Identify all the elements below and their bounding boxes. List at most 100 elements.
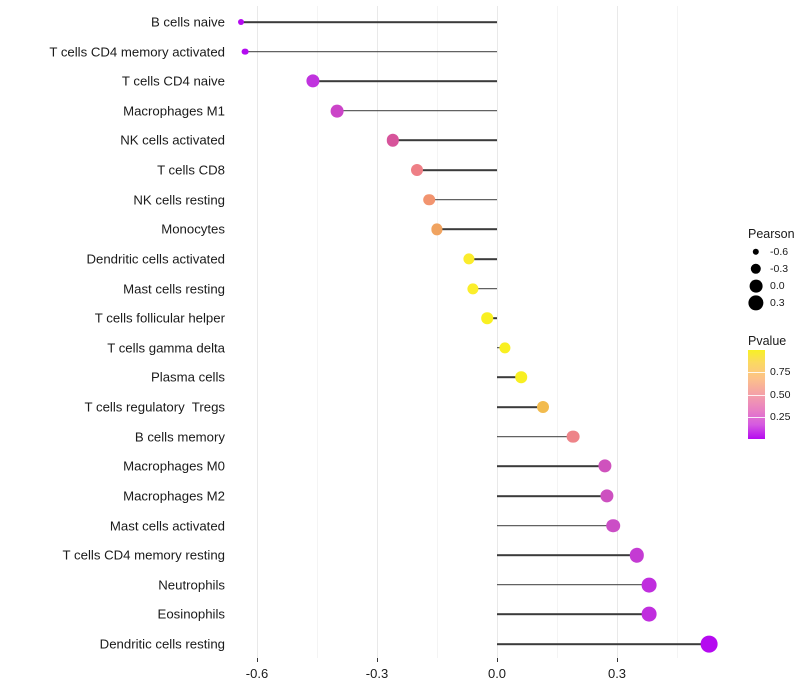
size-legend-entry: -0.6 (748, 244, 800, 260)
x-axis-tick-label: -0.6 (245, 666, 269, 681)
lollipop-stem (497, 376, 521, 379)
lollipop-point[interactable] (481, 312, 493, 324)
lollipop-point[interactable] (423, 193, 435, 206)
y-axis-label: Eosinophils (157, 606, 225, 622)
lollipop-point[interactable] (606, 518, 620, 533)
lollipop-point[interactable] (241, 48, 249, 56)
size-legend-label: 0.0 (770, 280, 785, 292)
lollipop-stem (497, 613, 649, 616)
lollipop-stem (497, 406, 543, 408)
size-legend-label: -0.6 (770, 246, 789, 258)
colorbar-label: 0.75 (770, 366, 791, 379)
y-axis-label: T cells follicular helper (94, 310, 225, 326)
size-legend-entry: 0.3 (748, 295, 800, 311)
y-axis-label: T cells CD4 memory resting (62, 547, 225, 563)
y-axis-label: T cells CD8 (157, 162, 225, 178)
gridline-minor (317, 6, 318, 658)
x-axis-tick (617, 658, 618, 662)
gridline-minor (437, 6, 438, 658)
size-legend-key (752, 248, 760, 256)
y-axis-label: T cells CD4 naive (121, 73, 225, 89)
y-axis-label: Macrophages M1 (123, 103, 225, 119)
x-axis-tick-label: 0.0 (487, 666, 507, 681)
lollipop-stem (497, 495, 607, 497)
lollipop-stem (429, 198, 497, 201)
size-legend-entry: -0.3 (748, 261, 800, 277)
lollipop-point[interactable] (306, 74, 320, 88)
x-axis-tick (377, 658, 378, 662)
gridline-minor (677, 6, 678, 658)
colorbar-label: 0.50 (770, 388, 791, 401)
colorbar-tick (748, 416, 765, 418)
color-legend-title: Pvalue (748, 334, 787, 348)
y-axis-label: B cells naive (150, 14, 225, 30)
size-legend-key (748, 295, 764, 311)
lollipop-stem (313, 80, 497, 83)
lollipop-point[interactable] (467, 282, 479, 295)
lollipop-point[interactable] (411, 164, 423, 177)
lollipop-stem (417, 169, 497, 171)
y-axis-label: NK cells resting (133, 192, 225, 208)
lollipop-stem (497, 524, 613, 527)
gridline-major (377, 6, 378, 658)
lollipop-point[interactable] (330, 104, 344, 118)
lollipop-point[interactable] (386, 134, 400, 147)
lollipop-point[interactable] (431, 223, 443, 235)
colorbar-tick (748, 394, 765, 396)
lollipop-point[interactable] (629, 547, 645, 563)
lollipop-point[interactable] (238, 19, 244, 25)
lollipop-point[interactable] (600, 489, 614, 503)
x-axis-tick-label: 0.3 (607, 666, 627, 681)
lollipop-stem (497, 583, 649, 586)
y-axis-label: T cells regulatory Tregs (84, 399, 225, 415)
y-axis-label: Monocytes (161, 221, 225, 237)
y-axis-label: B cells memory (134, 429, 225, 445)
gridline-major (617, 6, 618, 658)
y-axis-label: Dendritic cells activated (86, 251, 225, 267)
gridline-major (497, 6, 498, 658)
y-axis-label: Mast cells activated (109, 517, 225, 533)
lollipop-stem (337, 110, 497, 112)
lollipop-point[interactable] (641, 577, 657, 593)
lollipop-point[interactable] (463, 253, 475, 265)
y-axis-label: Neutrophils (158, 577, 225, 593)
y-axis-label: Mast cells resting (123, 280, 225, 296)
size-legend-key (750, 263, 762, 275)
lollipop-point[interactable] (641, 606, 657, 622)
y-axis-label: Macrophages M0 (123, 458, 225, 474)
gridline-minor (557, 6, 558, 658)
x-axis-tick (257, 658, 258, 662)
lollipop-point[interactable] (537, 401, 549, 414)
size-legend-label: -0.3 (770, 263, 789, 275)
gridline-major (257, 6, 258, 658)
y-axis: B cells naive T cells CD4 memory activate… (0, 0, 225, 700)
size-legend-key (749, 279, 763, 293)
lollipop-stem (497, 435, 573, 438)
lollipop-point[interactable] (598, 459, 612, 473)
lollipop-point[interactable] (566, 430, 580, 444)
y-axis-label: T cells gamma delta (107, 340, 225, 356)
lollipop-stem (469, 258, 497, 260)
lollipop-stem (393, 139, 497, 142)
lollipop-point[interactable] (499, 342, 511, 354)
x-axis-tick-label: -0.3 (365, 666, 389, 681)
lollipop-point[interactable] (515, 371, 527, 384)
lollipop-stem (437, 228, 497, 231)
colorbar-tick (748, 372, 765, 374)
lollipop-point[interactable] (700, 635, 718, 653)
lollipop-stem (245, 50, 497, 53)
y-axis-label: NK cells activated (120, 132, 225, 148)
y-axis-label: Macrophages M2 (123, 488, 225, 504)
y-axis-label: Dendritic cells resting (99, 636, 225, 652)
lollipop-stem (497, 643, 709, 645)
size-legend-label: 0.3 (770, 297, 785, 309)
colorbar-label: 0.25 (770, 410, 791, 423)
lollipop-stem (241, 21, 497, 23)
y-axis-label: Plasma cells (150, 369, 225, 385)
lollipop-stem (497, 465, 605, 468)
lollipop-stem (473, 287, 497, 290)
size-legend-entry: 0.0 (748, 278, 800, 294)
lollipop-stem (497, 554, 637, 556)
